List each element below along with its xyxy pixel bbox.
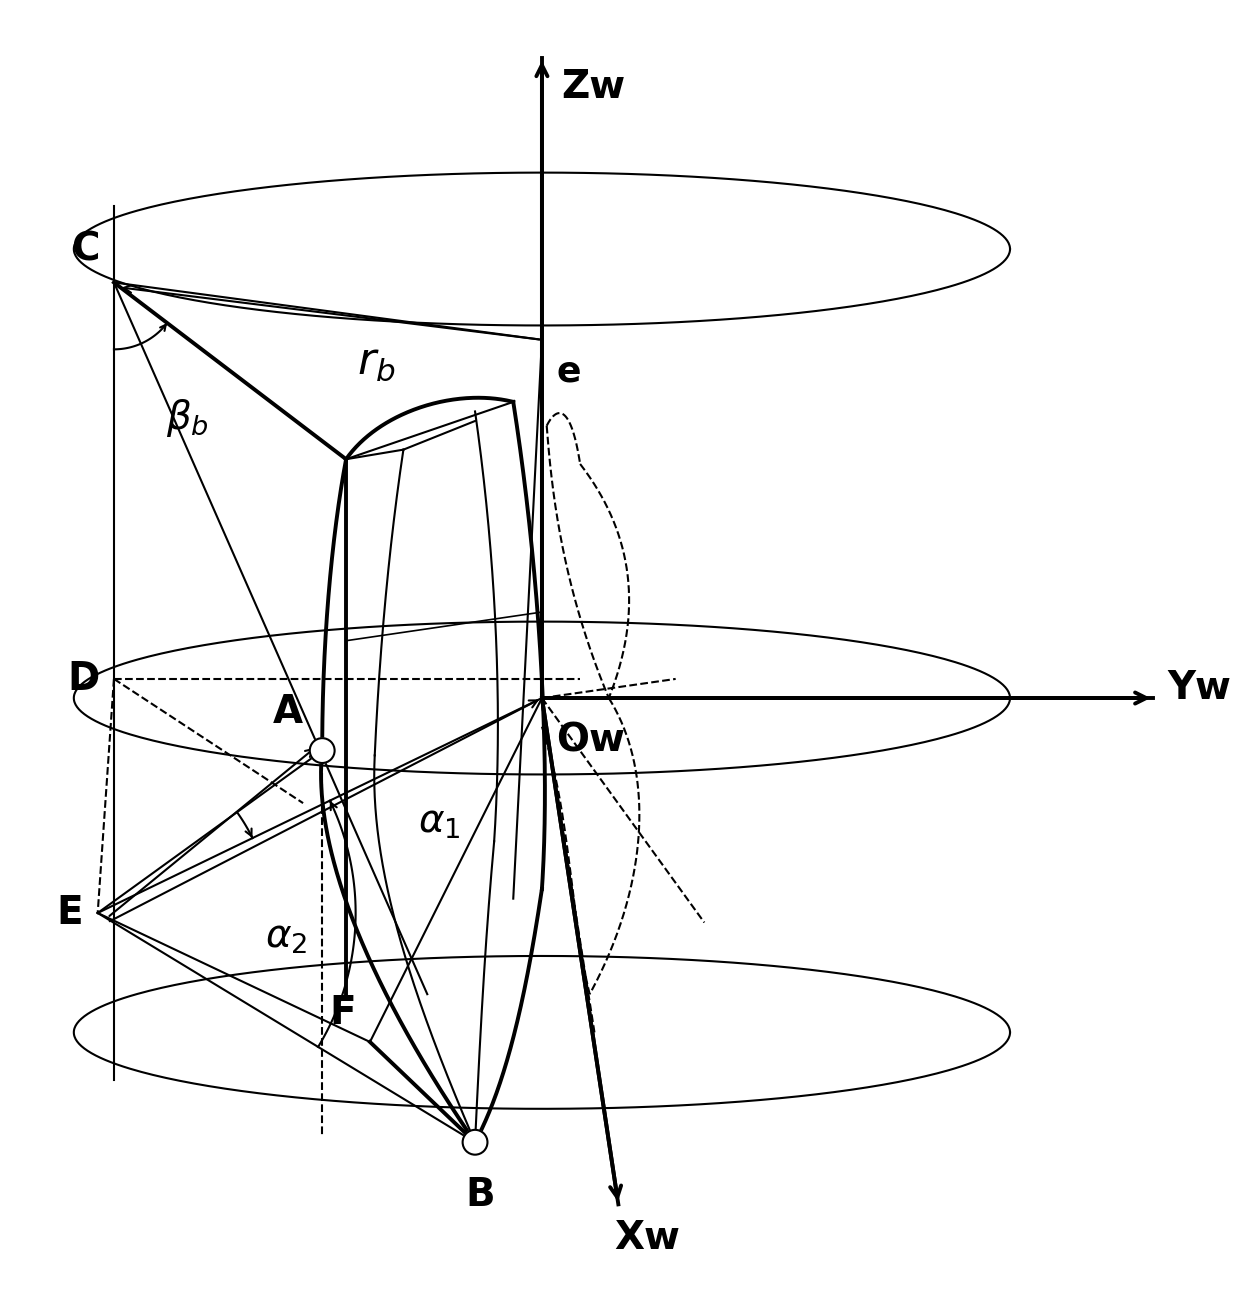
Circle shape xyxy=(463,1130,487,1155)
Text: Yw: Yw xyxy=(1168,669,1231,707)
Text: Ow: Ow xyxy=(557,722,625,760)
Text: F: F xyxy=(329,994,356,1033)
Text: $r_b$: $r_b$ xyxy=(357,340,396,383)
Text: D: D xyxy=(67,660,99,698)
Text: C: C xyxy=(71,230,99,268)
Text: $\alpha_2$: $\alpha_2$ xyxy=(265,918,308,956)
Text: Zw: Zw xyxy=(560,68,625,106)
Text: E: E xyxy=(57,893,83,932)
Text: e: e xyxy=(557,354,580,388)
Text: A: A xyxy=(273,694,303,732)
Text: B: B xyxy=(465,1176,495,1214)
Text: $\alpha_1$: $\alpha_1$ xyxy=(418,803,460,841)
Text: Xw: Xw xyxy=(614,1219,680,1257)
Text: $\beta_b$: $\beta_b$ xyxy=(166,398,210,440)
Circle shape xyxy=(310,739,335,764)
